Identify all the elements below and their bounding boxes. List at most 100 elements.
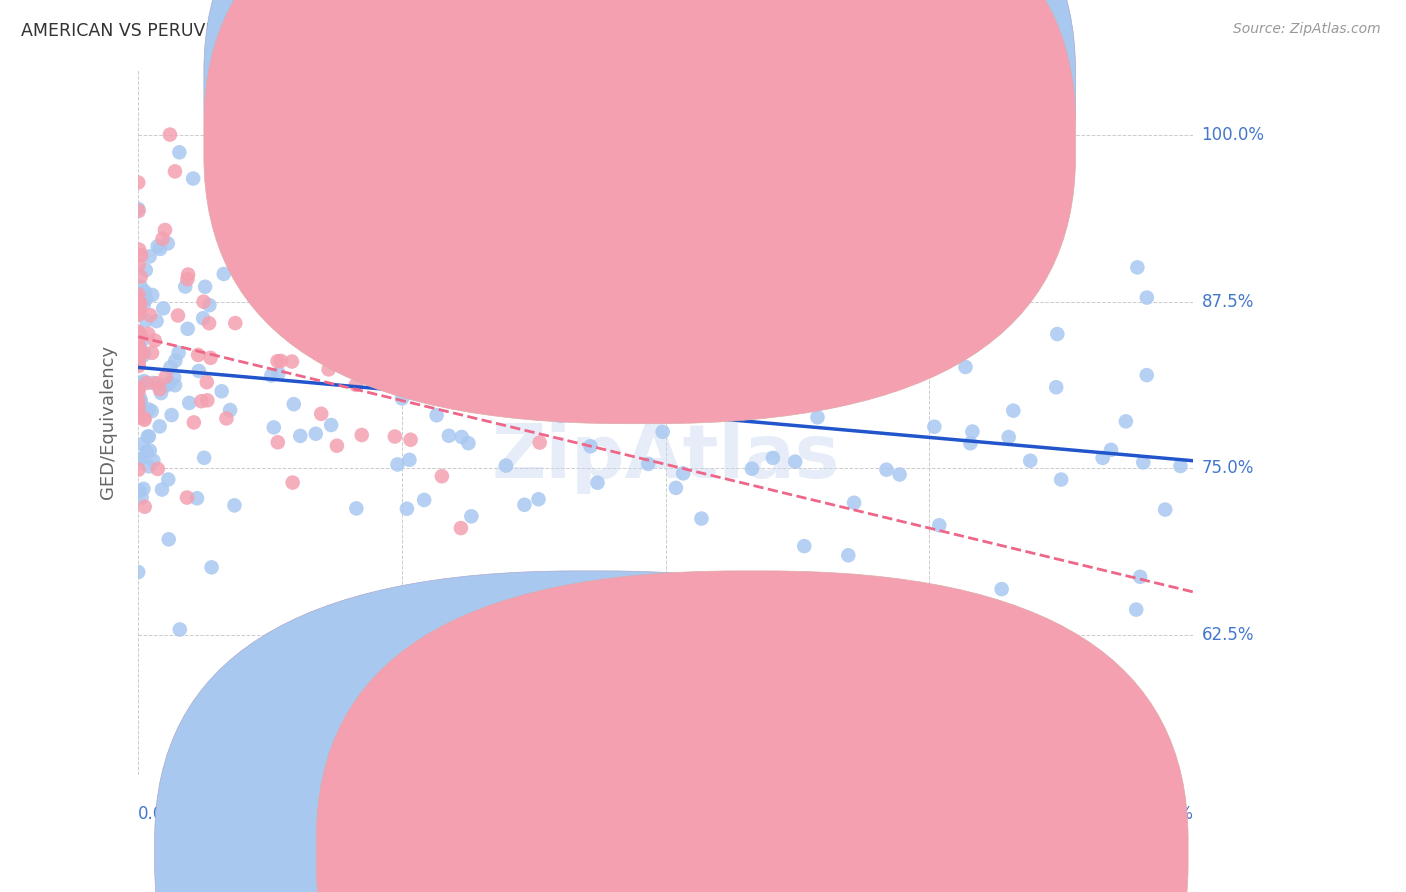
Point bbox=[128, 346, 150, 360]
Point bbox=[260, 368, 283, 383]
Point bbox=[145, 314, 167, 328]
Point bbox=[129, 269, 152, 284]
Point bbox=[165, 353, 187, 368]
Point bbox=[1099, 442, 1122, 457]
Point bbox=[127, 353, 149, 368]
Point bbox=[837, 549, 859, 563]
Text: 86: 86 bbox=[811, 131, 832, 149]
Point bbox=[127, 289, 149, 303]
Point bbox=[136, 402, 159, 417]
Point bbox=[495, 458, 517, 473]
Point bbox=[152, 301, 174, 316]
Point bbox=[127, 384, 149, 399]
Point bbox=[928, 518, 950, 533]
Point bbox=[399, 433, 422, 447]
Point bbox=[141, 346, 163, 360]
Point bbox=[645, 327, 668, 342]
Point bbox=[370, 369, 392, 384]
Point bbox=[131, 437, 153, 451]
Point bbox=[959, 436, 981, 450]
Point bbox=[149, 382, 172, 396]
Point bbox=[1129, 570, 1152, 584]
Point bbox=[127, 356, 149, 370]
Point bbox=[235, 214, 257, 228]
Y-axis label: GED/Equivalency: GED/Equivalency bbox=[100, 344, 117, 499]
Text: Source: ZipAtlas.com: Source: ZipAtlas.com bbox=[1233, 22, 1381, 37]
Point bbox=[1002, 403, 1025, 417]
Point bbox=[127, 356, 149, 370]
Point bbox=[127, 287, 149, 301]
Point bbox=[194, 279, 217, 293]
Point bbox=[889, 467, 911, 482]
Point bbox=[174, 279, 197, 293]
Point bbox=[132, 349, 155, 363]
Point bbox=[186, 491, 208, 506]
Point bbox=[350, 428, 373, 442]
Point bbox=[219, 403, 242, 417]
Point bbox=[651, 425, 673, 439]
Point bbox=[460, 509, 482, 524]
Point bbox=[132, 374, 155, 388]
Point bbox=[1050, 473, 1073, 487]
Point bbox=[665, 481, 688, 495]
Point bbox=[135, 313, 157, 327]
Point bbox=[129, 296, 152, 310]
Point bbox=[128, 359, 150, 373]
Text: 87.5%: 87.5% bbox=[1202, 293, 1254, 310]
Point bbox=[1045, 380, 1067, 394]
Point bbox=[127, 334, 149, 348]
Point bbox=[127, 399, 149, 413]
Point bbox=[283, 218, 305, 232]
Point bbox=[591, 402, 613, 417]
Point bbox=[366, 343, 388, 358]
Point bbox=[550, 409, 572, 423]
Point bbox=[169, 145, 191, 160]
Point bbox=[384, 429, 406, 443]
Point bbox=[623, 381, 645, 395]
Point bbox=[426, 409, 449, 423]
Point bbox=[193, 294, 215, 309]
Point bbox=[129, 279, 152, 293]
Point bbox=[266, 354, 288, 368]
Point bbox=[955, 359, 977, 374]
Point bbox=[281, 475, 304, 490]
Point bbox=[381, 336, 404, 351]
Point bbox=[155, 369, 177, 384]
Text: 62.5%: 62.5% bbox=[1202, 626, 1254, 644]
Point bbox=[187, 348, 209, 362]
Point bbox=[127, 393, 149, 408]
Point bbox=[131, 491, 153, 505]
Point bbox=[527, 492, 550, 507]
Point bbox=[127, 354, 149, 368]
Point bbox=[451, 322, 474, 336]
Point bbox=[128, 484, 150, 499]
Point bbox=[176, 322, 198, 336]
Point bbox=[127, 565, 149, 579]
Point bbox=[193, 450, 215, 465]
Point bbox=[195, 393, 218, 408]
Point bbox=[513, 334, 536, 349]
Point bbox=[142, 453, 165, 467]
Point bbox=[1046, 327, 1069, 342]
Point bbox=[169, 623, 191, 637]
Point bbox=[127, 297, 149, 311]
Point bbox=[541, 391, 564, 405]
Point bbox=[543, 401, 565, 415]
Point bbox=[1091, 450, 1114, 465]
Point bbox=[450, 521, 472, 535]
Point bbox=[177, 268, 200, 282]
Text: AMERICAN VS PERUVIAN GED/EQUIVALENCY CORRELATION CHART: AMERICAN VS PERUVIAN GED/EQUIVALENCY COR… bbox=[21, 22, 600, 40]
Point bbox=[150, 386, 173, 401]
Point bbox=[312, 318, 335, 333]
Point bbox=[1115, 414, 1137, 428]
Point bbox=[132, 482, 155, 496]
Text: N =: N = bbox=[780, 131, 823, 149]
Point bbox=[131, 248, 153, 262]
Point bbox=[198, 316, 221, 330]
Point bbox=[281, 354, 304, 368]
Point bbox=[704, 285, 727, 299]
Point bbox=[839, 277, 862, 291]
Point bbox=[129, 452, 152, 467]
Point bbox=[858, 352, 880, 367]
Point bbox=[134, 500, 156, 514]
